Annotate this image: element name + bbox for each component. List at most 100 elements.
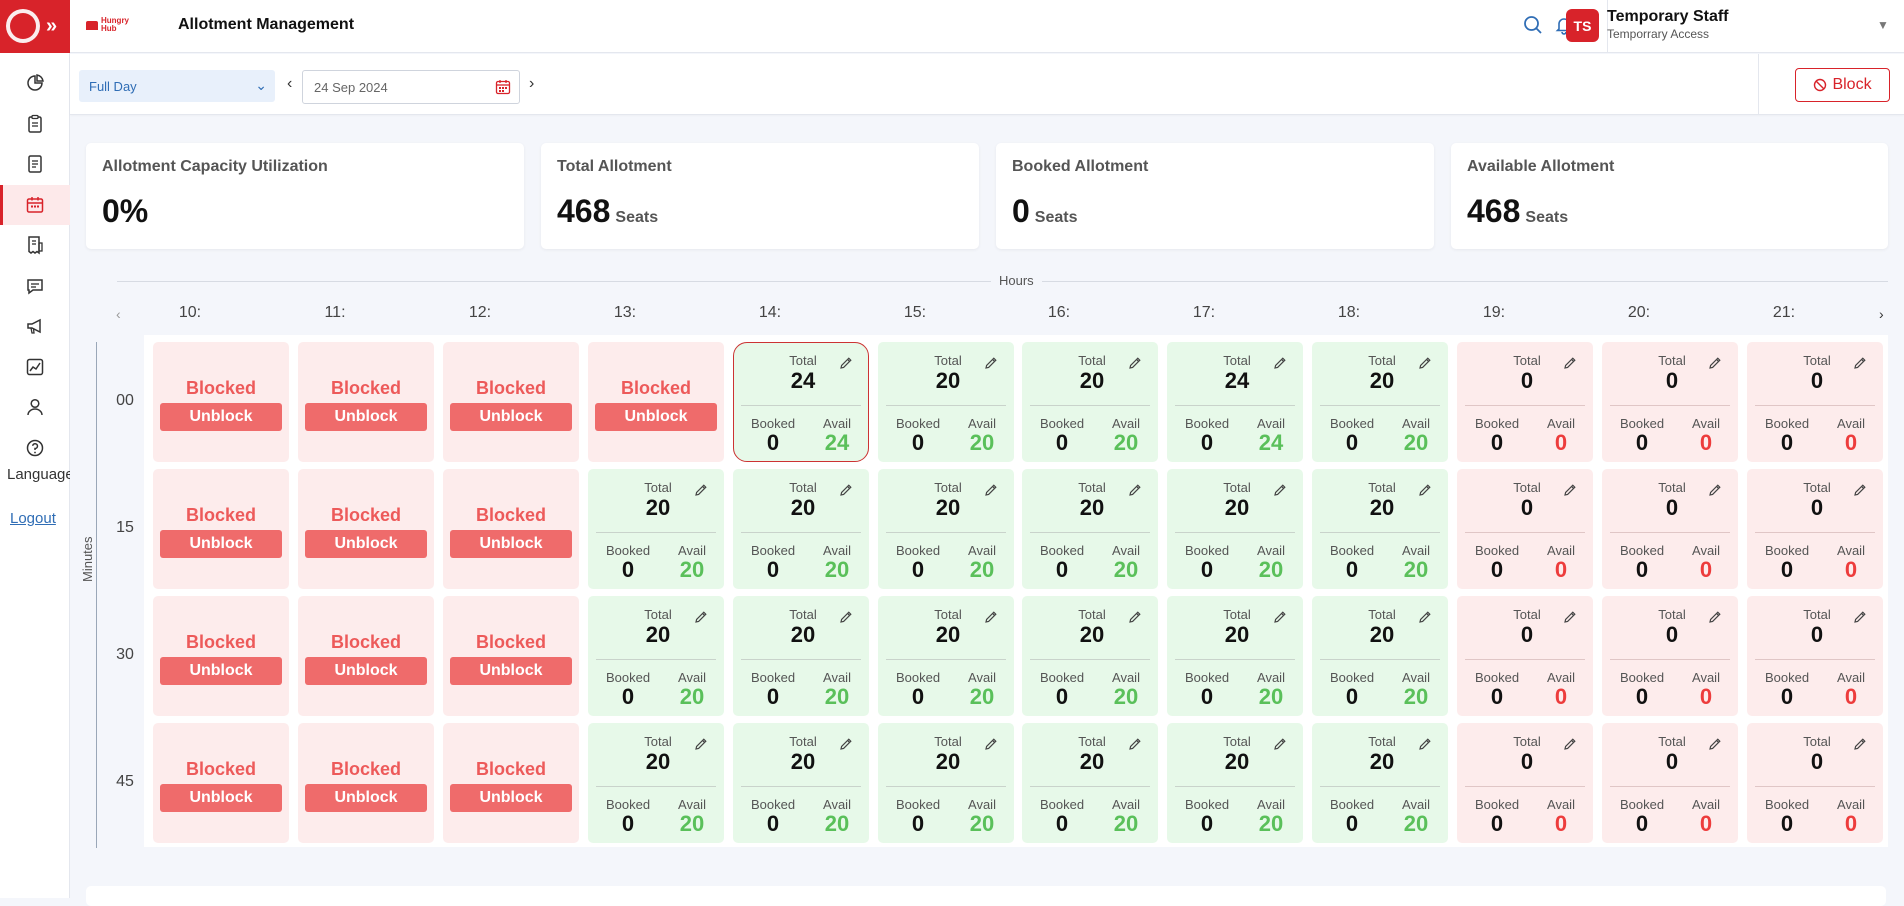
edit-pencil-icon[interactable] <box>1853 737 1867 751</box>
edit-pencil-icon[interactable] <box>1273 356 1287 370</box>
allotment-slot-cell[interactable]: Total 20 Booked 0 Avail 20 <box>1312 342 1448 462</box>
unblock-button[interactable]: Unblock <box>305 403 427 431</box>
unblock-button[interactable]: Unblock <box>160 530 282 558</box>
unblock-button[interactable]: Unblock <box>160 657 282 685</box>
edit-pencil-icon[interactable] <box>1128 356 1142 370</box>
edit-pencil-icon[interactable] <box>1853 483 1867 497</box>
allotment-slot-cell[interactable]: Total 0 Booked 0 Avail 0 <box>1602 469 1738 589</box>
edit-pencil-icon[interactable] <box>1418 356 1432 370</box>
edit-pencil-icon[interactable] <box>984 737 998 751</box>
blocked-slot-cell[interactable]: Blocked Unblock <box>443 596 579 716</box>
edit-pencil-icon[interactable] <box>694 610 708 624</box>
logout-link[interactable]: Logout <box>10 510 56 527</box>
allotment-slot-cell[interactable]: Total 0 Booked 0 Avail 0 <box>1747 723 1883 843</box>
allotment-slot-cell[interactable]: Total 0 Booked 0 Avail 0 <box>1457 469 1593 589</box>
allotment-slot-cell[interactable]: Total 20 Booked 0 Avail 20 <box>588 469 724 589</box>
allotment-slot-cell[interactable]: Total 20 Booked 0 Avail 20 <box>733 469 869 589</box>
edit-pencil-icon[interactable] <box>839 356 853 370</box>
sidebar-item-document[interactable] <box>0 144 70 184</box>
allotment-slot-cell[interactable]: Total 0 Booked 0 Avail 0 <box>1602 342 1738 462</box>
unblock-button[interactable]: Unblock <box>595 403 717 431</box>
logo[interactable]: » <box>0 0 70 53</box>
date-field[interactable]: 24 Sep 2024 <box>302 70 520 104</box>
sidebar-item-help[interactable] <box>0 428 70 468</box>
allotment-slot-cell[interactable]: Total 20 Booked 0 Avail 20 <box>1312 469 1448 589</box>
allotment-slot-cell[interactable]: Total 20 Booked 0 Avail 20 <box>1167 469 1303 589</box>
allotment-slot-cell[interactable]: Total 20 Booked 0 Avail 20 <box>1022 469 1158 589</box>
hours-prev-arrow-icon[interactable]: ‹ <box>116 306 121 322</box>
allotment-slot-cell[interactable]: Total 20 Booked 0 Avail 20 <box>1312 723 1448 843</box>
allotment-slot-cell[interactable]: Total 0 Booked 0 Avail 0 <box>1747 469 1883 589</box>
edit-pencil-icon[interactable] <box>1563 610 1577 624</box>
edit-pencil-icon[interactable] <box>1273 610 1287 624</box>
edit-pencil-icon[interactable] <box>984 610 998 624</box>
allotment-slot-cell[interactable]: Total 24 Booked 0 Avail 24 <box>733 342 869 462</box>
blocked-slot-cell[interactable]: Blocked Unblock <box>298 723 434 843</box>
edit-pencil-icon[interactable] <box>1418 737 1432 751</box>
blocked-slot-cell[interactable]: Blocked Unblock <box>153 723 289 843</box>
sidebar-item-receipt[interactable] <box>0 225 70 265</box>
sidebar-item-line-chart[interactable] <box>0 347 70 387</box>
allotment-slot-cell[interactable]: Total 20 Booked 0 Avail 20 <box>588 596 724 716</box>
period-select[interactable]: Full Day ⌄ <box>79 70 275 102</box>
edit-pencil-icon[interactable] <box>1563 483 1577 497</box>
allotment-slot-cell[interactable]: Total 20 Booked 0 Avail 20 <box>588 723 724 843</box>
blocked-slot-cell[interactable]: Blocked Unblock <box>443 723 579 843</box>
sidebar-item-user[interactable] <box>0 387 70 427</box>
allotment-slot-cell[interactable]: Total 0 Booked 0 Avail 0 <box>1457 723 1593 843</box>
blocked-slot-cell[interactable]: Blocked Unblock <box>298 596 434 716</box>
sidebar-item-pie-chart[interactable] <box>0 63 70 103</box>
edit-pencil-icon[interactable] <box>1418 483 1432 497</box>
unblock-button[interactable]: Unblock <box>305 657 427 685</box>
blocked-slot-cell[interactable]: Blocked Unblock <box>443 342 579 462</box>
blocked-slot-cell[interactable]: Blocked Unblock <box>153 596 289 716</box>
sidebar-item-calendar[interactable] <box>0 184 70 225</box>
avatar[interactable]: TS <box>1566 9 1599 42</box>
allotment-slot-cell[interactable]: Total 24 Booked 0 Avail 24 <box>1167 342 1303 462</box>
allotment-slot-cell[interactable]: Total 0 Booked 0 Avail 0 <box>1457 342 1593 462</box>
sidebar-item-megaphone[interactable] <box>0 306 70 346</box>
allotment-slot-cell[interactable]: Total 20 Booked 0 Avail 20 <box>733 723 869 843</box>
unblock-button[interactable]: Unblock <box>160 403 282 431</box>
edit-pencil-icon[interactable] <box>839 610 853 624</box>
search-icon[interactable] <box>1523 15 1543 35</box>
edit-pencil-icon[interactable] <box>984 356 998 370</box>
blocked-slot-cell[interactable]: Blocked Unblock <box>298 469 434 589</box>
unblock-button[interactable]: Unblock <box>305 784 427 812</box>
allotment-slot-cell[interactable]: Total 0 Booked 0 Avail 0 <box>1747 596 1883 716</box>
allotment-slot-cell[interactable]: Total 0 Booked 0 Avail 0 <box>1747 342 1883 462</box>
allotment-slot-cell[interactable]: Total 20 Booked 0 Avail 20 <box>878 596 1014 716</box>
user-menu-caret-icon[interactable]: ▼ <box>1877 18 1889 32</box>
language-selector[interactable]: Language <box>7 466 70 483</box>
allotment-slot-cell[interactable]: Total 20 Booked 0 Avail 20 <box>1022 723 1158 843</box>
allotment-slot-cell[interactable]: Total 20 Booked 0 Avail 20 <box>878 723 1014 843</box>
edit-pencil-icon[interactable] <box>984 483 998 497</box>
unblock-button[interactable]: Unblock <box>160 784 282 812</box>
blocked-slot-cell[interactable]: Blocked Unblock <box>588 342 724 462</box>
expand-sidebar-icon[interactable]: » <box>46 15 58 37</box>
allotment-slot-cell[interactable]: Total 0 Booked 0 Avail 0 <box>1457 596 1593 716</box>
hours-next-arrow-icon[interactable]: › <box>1879 306 1884 322</box>
allotment-slot-cell[interactable]: Total 20 Booked 0 Avail 20 <box>1022 342 1158 462</box>
sidebar-item-clipboard[interactable] <box>0 104 70 144</box>
edit-pencil-icon[interactable] <box>1708 356 1722 370</box>
allotment-slot-cell[interactable]: Total 20 Booked 0 Avail 20 <box>1167 596 1303 716</box>
edit-pencil-icon[interactable] <box>1853 610 1867 624</box>
blocked-slot-cell[interactable]: Blocked Unblock <box>443 469 579 589</box>
unblock-button[interactable]: Unblock <box>450 530 572 558</box>
unblock-button[interactable]: Unblock <box>305 530 427 558</box>
next-date-button[interactable]: › <box>529 75 535 92</box>
calendar-icon[interactable] <box>495 79 511 95</box>
unblock-button[interactable]: Unblock <box>450 784 572 812</box>
edit-pencil-icon[interactable] <box>1418 610 1432 624</box>
edit-pencil-icon[interactable] <box>1708 610 1722 624</box>
allotment-slot-cell[interactable]: Total 0 Booked 0 Avail 0 <box>1602 723 1738 843</box>
allotment-slot-cell[interactable]: Total 20 Booked 0 Avail 20 <box>1167 723 1303 843</box>
blocked-slot-cell[interactable]: Blocked Unblock <box>298 342 434 462</box>
blocked-slot-cell[interactable]: Blocked Unblock <box>153 342 289 462</box>
edit-pencil-icon[interactable] <box>1853 356 1867 370</box>
edit-pencil-icon[interactable] <box>1128 483 1142 497</box>
edit-pencil-icon[interactable] <box>839 737 853 751</box>
blocked-slot-cell[interactable]: Blocked Unblock <box>153 469 289 589</box>
edit-pencil-icon[interactable] <box>1128 610 1142 624</box>
